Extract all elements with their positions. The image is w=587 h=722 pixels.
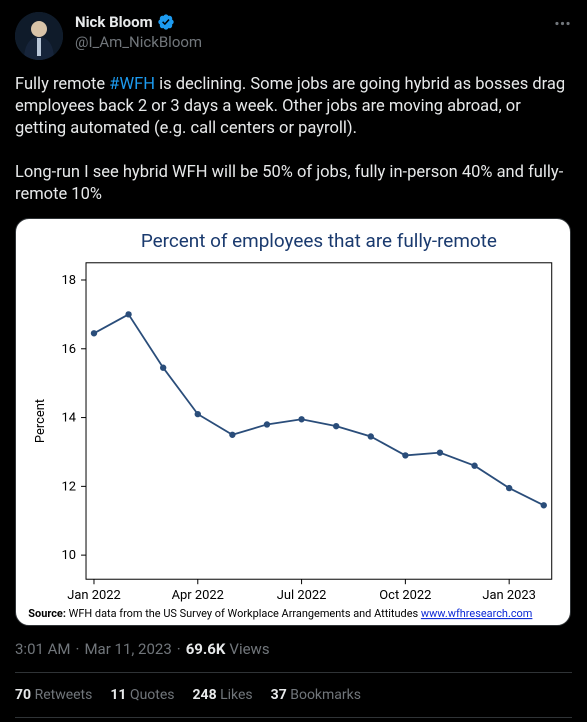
svg-text:Jan 2022: Jan 2022 <box>67 588 121 603</box>
svg-text:14: 14 <box>62 411 77 426</box>
svg-text:Percent: Percent <box>33 399 48 443</box>
avatar[interactable] <box>15 12 63 60</box>
views-label: Views <box>229 640 269 658</box>
svg-text:12: 12 <box>62 479 77 494</box>
svg-text:18: 18 <box>62 273 77 288</box>
retweets-stat[interactable]: 70 Retweets <box>15 687 92 703</box>
svg-text:16: 16 <box>62 342 77 357</box>
tweet-meta: 3:01 AM · Mar 11, 2023 · 69.6K Views <box>15 640 572 673</box>
tweet-stats: 70 Retweets 11 Quotes 248 Likes 37 Bookm… <box>15 673 572 718</box>
body-text: Long-run I see hybrid WFH will be 50% of… <box>15 163 563 204</box>
verified-badge-icon <box>157 13 175 31</box>
svg-text:Source: WFH data from the US S: Source: WFH data from the US Survey of W… <box>28 607 532 620</box>
tweet-container: Nick Bloom @I_Am_NickBloom Fully remote … <box>0 0 587 722</box>
svg-text:10: 10 <box>62 548 77 563</box>
quotes-stat[interactable]: 11 Quotes <box>110 687 174 703</box>
tweet-header: Nick Bloom @I_Am_NickBloom <box>15 12 572 60</box>
likes-stat[interactable]: 248 Likes <box>193 687 253 703</box>
tweet-body: Fully remote #WFH is declining. Some job… <box>15 74 572 206</box>
chart-image[interactable]: Percent of employees that are fully-remo… <box>15 218 571 626</box>
bookmarks-stat[interactable]: 37 Bookmarks <box>271 687 361 703</box>
author-handle[interactable]: @I_Am_NickBloom <box>75 32 545 52</box>
views-count: 69.6K <box>186 640 226 658</box>
line-chart: Percent of employees that are fully-remo… <box>16 219 570 625</box>
svg-text:Percent of employees that are: Percent of employees that are fully-remo… <box>141 229 497 252</box>
body-text: Fully remote <box>15 75 109 94</box>
tweet-date[interactable]: Mar 11, 2023 <box>84 640 171 658</box>
svg-text:Oct 2022: Oct 2022 <box>379 588 431 603</box>
svg-text:Jul 2022: Jul 2022 <box>277 588 327 603</box>
more-options-button[interactable] <box>545 12 572 37</box>
tweet-time[interactable]: 3:01 AM <box>15 640 71 658</box>
svg-text:Apr 2022: Apr 2022 <box>172 588 224 603</box>
author-name[interactable]: Nick Bloom <box>75 12 153 32</box>
svg-text:Jan 2023: Jan 2023 <box>482 588 536 603</box>
hashtag-link[interactable]: #WFH <box>109 75 155 94</box>
